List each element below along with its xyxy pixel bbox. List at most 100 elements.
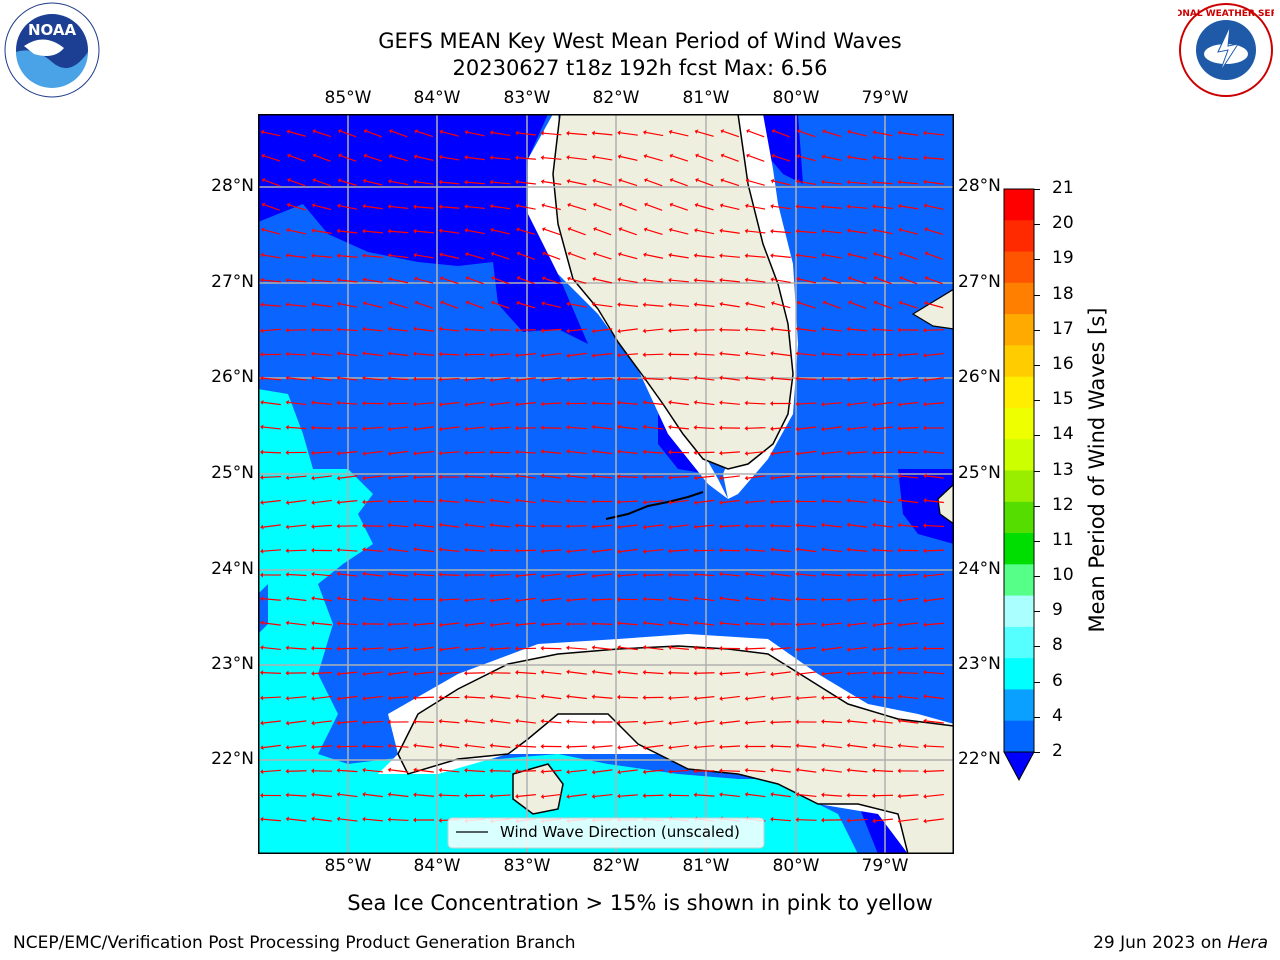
wind-arrow xyxy=(923,597,944,604)
wind-arrow xyxy=(413,252,434,259)
wind-arrow xyxy=(591,376,613,382)
wind-arrow xyxy=(413,767,434,773)
wind-arrow xyxy=(489,793,511,799)
wind-arrow xyxy=(540,743,562,749)
wind-arrow xyxy=(642,424,664,430)
wind-arrow xyxy=(591,498,613,504)
wind-arrow xyxy=(719,744,740,750)
wind-arrow xyxy=(923,768,945,774)
wind-arrow xyxy=(465,276,484,285)
wind-arrow xyxy=(489,547,511,553)
wind-arrow xyxy=(872,155,893,161)
wind-arrow xyxy=(260,695,282,701)
wind-arrow xyxy=(388,153,408,162)
wind-arrow xyxy=(617,130,638,136)
colorbar-tick-label: 20 xyxy=(1052,213,1074,234)
wind-arrow xyxy=(362,178,383,186)
wind-arrow xyxy=(822,276,842,284)
wind-arrow xyxy=(337,203,358,210)
wind-arrow xyxy=(873,251,893,260)
wind-arrow xyxy=(770,547,791,553)
wind-arrow xyxy=(566,548,587,554)
wind-arrow xyxy=(821,450,842,456)
wind-arrow xyxy=(515,155,536,161)
wind-arrow xyxy=(464,793,486,799)
wind-arrow xyxy=(285,645,307,651)
wind-arrow xyxy=(795,621,817,627)
wind-arrow xyxy=(897,547,919,553)
wind-arrow xyxy=(923,449,944,455)
wind-arrow xyxy=(744,450,766,456)
wind-arrow xyxy=(362,816,383,822)
wind-arrow xyxy=(872,450,894,456)
contour-under-2-bahamas xyxy=(898,469,954,544)
wind-arrow xyxy=(668,524,689,530)
wind-arrow xyxy=(515,352,536,358)
wind-arrow xyxy=(693,302,715,308)
wind-arrow xyxy=(897,352,919,358)
wind-arrow xyxy=(566,352,587,359)
wind-arrow xyxy=(744,596,766,602)
wind-arrow xyxy=(260,399,281,406)
wind-arrow xyxy=(923,425,945,431)
wind-arrow xyxy=(668,670,690,676)
wind-arrow xyxy=(413,351,434,357)
wind-arrow xyxy=(668,620,689,626)
wind-arrow xyxy=(489,497,511,504)
wind-arrow xyxy=(745,301,766,308)
wind-arrow xyxy=(465,300,484,309)
wind-arrow xyxy=(719,645,741,651)
wind-arrow xyxy=(770,743,792,749)
wind-arrow xyxy=(668,572,690,578)
wind-arrow xyxy=(693,571,715,577)
wind-arrow xyxy=(464,352,486,358)
colorbar-tick-label: 2 xyxy=(1052,741,1063,761)
wind-arrow xyxy=(872,522,893,528)
wind-arrow xyxy=(719,277,740,283)
wind-arrow xyxy=(821,743,842,749)
wind-arrow xyxy=(490,227,511,235)
wind-arrow xyxy=(693,499,715,506)
colorbar-tick-mark xyxy=(1034,611,1040,613)
wind-arrow xyxy=(668,499,689,505)
wind-arrow xyxy=(872,547,893,553)
wind-arrow xyxy=(872,694,893,700)
wind-arrow xyxy=(387,767,409,773)
wind-arrow xyxy=(387,571,409,577)
wind-arrow xyxy=(770,767,791,773)
wind-arrow xyxy=(923,548,945,554)
wind-arrow xyxy=(312,129,332,138)
wind-arrow xyxy=(795,767,817,773)
wind-arrow xyxy=(260,328,281,334)
wind-arrow xyxy=(566,645,587,651)
wind-arrow xyxy=(795,426,817,432)
wind-arrow xyxy=(795,401,817,407)
wind-arrow xyxy=(464,401,485,408)
wind-arrow xyxy=(489,473,511,479)
wind-arrow xyxy=(770,326,791,332)
wind-arrow xyxy=(287,178,306,187)
wind-arrow xyxy=(719,671,740,677)
wind-arrow xyxy=(795,228,817,234)
wind-arrow xyxy=(872,622,893,628)
wind-arrow xyxy=(311,744,332,750)
lat-tick-label: 26°N xyxy=(958,367,1001,387)
colorbar-tick-mark xyxy=(1034,400,1040,402)
wind-arrow xyxy=(311,400,332,406)
wind-arrow xyxy=(311,620,332,626)
lat-tick-label: 25°N xyxy=(211,463,254,483)
wind-arrow xyxy=(362,743,384,749)
wind-arrow xyxy=(770,400,792,406)
wind-arrow xyxy=(285,720,307,726)
wind-arrow xyxy=(695,178,714,187)
wind-arrow xyxy=(540,377,562,383)
wind-arrow xyxy=(336,720,358,726)
wind-arrow xyxy=(821,671,842,677)
colorbar-tick-label: 4 xyxy=(1052,705,1063,726)
wind-arrow xyxy=(873,300,892,309)
wind-arrow xyxy=(719,792,740,798)
wind-arrow xyxy=(540,352,562,359)
wind-arrow xyxy=(260,670,282,676)
wind-arrow xyxy=(464,597,485,603)
wind-arrow xyxy=(617,694,639,700)
